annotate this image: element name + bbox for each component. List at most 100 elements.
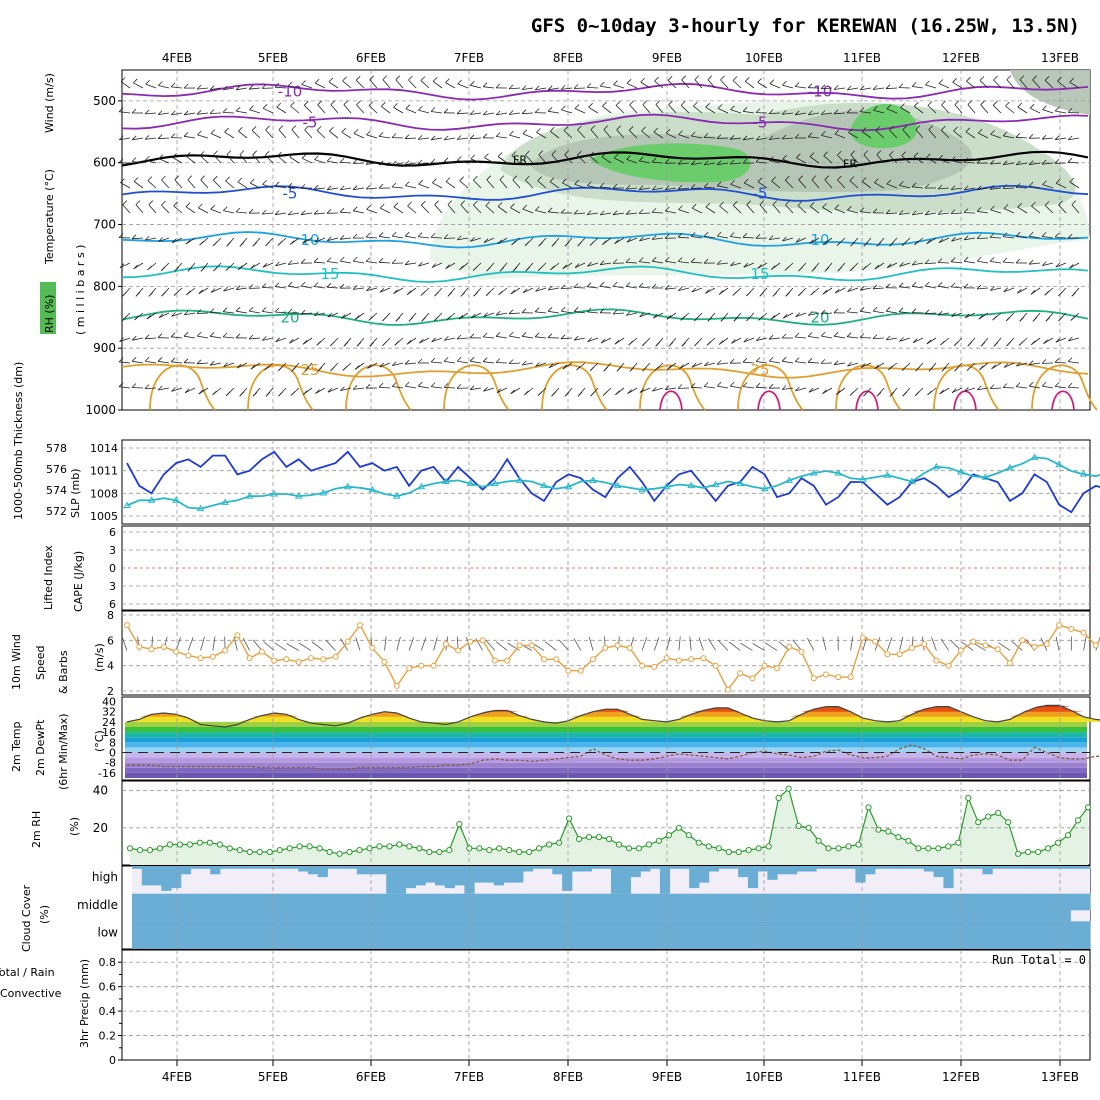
wind-barb-flag (729, 135, 735, 140)
rh2m-point (1035, 848, 1042, 856)
wind-barb-flag (560, 334, 566, 340)
wind-barb (691, 287, 703, 293)
wind-barb (1016, 362, 1028, 367)
wind-barb-flag (251, 126, 257, 131)
wind-barb-flag (393, 289, 398, 294)
temperature-band (125, 742, 1087, 748)
wind-barb (730, 137, 742, 140)
thickness-point (441, 477, 450, 484)
wind-barb-flag (759, 292, 765, 297)
cloud-bar (532, 921, 543, 949)
rh2m-point (965, 794, 972, 802)
wind-barb (912, 285, 924, 289)
wind-barb (236, 287, 248, 291)
wind-barb (444, 361, 456, 364)
precip-tick-label: 0.6 (99, 981, 117, 994)
cloud-bar (288, 893, 299, 922)
rh2m-tick-label: 20 (93, 821, 108, 835)
wind-barb-flag (535, 362, 540, 367)
cloud-bar (327, 921, 338, 949)
wind-barb-flag (185, 239, 191, 245)
wind-barb (743, 137, 755, 141)
wind-barb-flag (170, 82, 176, 88)
wind-barb-flag (482, 82, 488, 87)
wind-barb (418, 183, 430, 189)
wind-barb-flag (495, 83, 501, 89)
wind-barb (1067, 161, 1080, 164)
wind-barb-flag (703, 182, 709, 188)
wind-barb (951, 160, 963, 164)
cloud-bar (288, 921, 299, 949)
wind-barb-flag (914, 391, 920, 396)
wind-barb (379, 236, 391, 239)
wind-barb-flag (262, 180, 267, 185)
cloud-bar (444, 893, 455, 922)
wind-barb-flag (314, 237, 320, 243)
wind-barb (224, 131, 235, 139)
thickness-point (858, 475, 867, 482)
cloud-bar (308, 921, 319, 949)
cloud-bar (669, 866, 680, 869)
cloud-bar (454, 921, 465, 949)
wind-barb-flag (924, 210, 930, 216)
wind-barb-flag (833, 360, 839, 365)
wind-barb-flag (626, 311, 631, 316)
wind-barb-flag (157, 110, 163, 115)
cloud-bar (679, 921, 690, 949)
cloud-bar (728, 921, 739, 949)
cloud-bar (1060, 893, 1071, 922)
wind-barb-flag (665, 128, 671, 134)
wind10m-point (884, 651, 891, 658)
thickness-point (883, 471, 892, 478)
wind-barb (756, 137, 768, 141)
cloud-bar (591, 893, 602, 922)
wind-barb (483, 361, 495, 364)
wind-barb (473, 204, 482, 214)
wind-barb-flag (690, 131, 696, 137)
wind-barb (820, 312, 833, 315)
wind-barb-flag (666, 365, 672, 370)
wind-barb-flag (952, 78, 957, 83)
wind-barb-flag (1015, 183, 1021, 188)
temp2m-tick-label: 8 (109, 736, 116, 749)
wind-barb-flag (537, 176, 542, 181)
wind-barb-flag (460, 200, 466, 205)
wind-barb (330, 104, 339, 114)
temperature-band (125, 772, 1087, 778)
wind-barb-flag (781, 333, 787, 339)
wind-barb-flag (486, 266, 491, 272)
rh2m-point (386, 843, 393, 850)
cloud-level-label: low (98, 926, 119, 940)
wind-barb (158, 312, 170, 319)
wind10m-barb (931, 637, 937, 651)
wind-barb (196, 312, 209, 314)
wind-barb-flag (391, 160, 397, 166)
wind-barb-flag (677, 184, 683, 190)
wind10m-point (590, 656, 596, 663)
wind-barb-flag (354, 365, 360, 370)
wind-barb-flag (863, 150, 869, 155)
wind-barb-flag (898, 307, 904, 313)
wind-barb-flag (811, 175, 817, 180)
rh2m-point (296, 843, 303, 850)
rh2m-point (426, 848, 433, 856)
temperature-band (125, 732, 1087, 738)
wind-barb (496, 312, 508, 316)
wind-barb-flag (638, 209, 644, 214)
wind-barb-flag (356, 100, 361, 106)
wind10m-tick-label: 4 (107, 660, 114, 673)
wind-barb-flag (470, 313, 476, 319)
wind-barb-flag (1067, 108, 1073, 113)
wind-barb (691, 236, 703, 239)
wind-barb-flag (1042, 180, 1047, 185)
wind-barb-flag (716, 231, 722, 237)
cloud-bar (503, 866, 514, 883)
wind-barb (288, 85, 300, 89)
cloud-bar (669, 893, 680, 922)
wind10m-barb (384, 636, 387, 651)
wind-barb-flag (522, 129, 528, 134)
wind-barb-flag (614, 239, 619, 244)
wind-barb-flag (807, 83, 813, 88)
wind-barb (405, 385, 417, 389)
cloud-bar (278, 893, 289, 922)
